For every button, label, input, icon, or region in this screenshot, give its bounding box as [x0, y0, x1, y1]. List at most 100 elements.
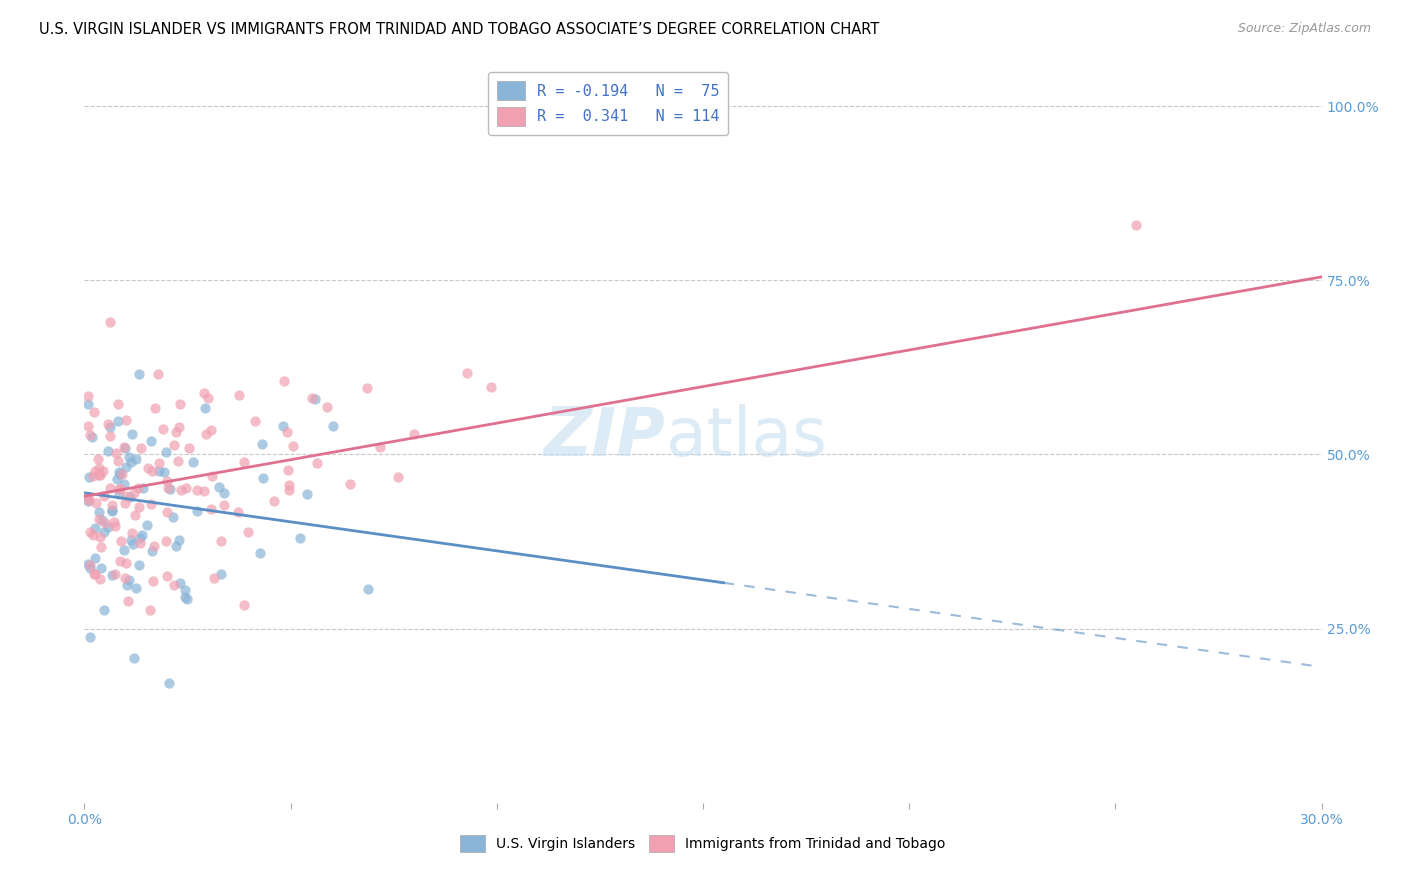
Point [322, 419, 344, 434]
Point [120, 455, 142, 469]
Point [110, 483, 132, 497]
Point [83, 567, 105, 582]
Point [108, 486, 131, 500]
Point [98, 481, 121, 495]
Point [186, 504, 208, 518]
Point [79, 524, 101, 539]
Point [112, 542, 135, 557]
Point [83, 405, 105, 419]
Point [83, 550, 105, 565]
Point [79, 558, 101, 572]
Point [107, 414, 129, 428]
Point [170, 483, 193, 497]
Point [100, 498, 122, 512]
Point [141, 544, 163, 558]
Point [252, 471, 274, 485]
Point [83, 464, 105, 478]
Point [118, 450, 141, 465]
Point [128, 535, 150, 549]
Point [93, 524, 115, 539]
Point [107, 454, 129, 468]
Point [163, 437, 186, 451]
Point [128, 500, 150, 515]
Point [214, 485, 236, 500]
Point [79, 630, 101, 644]
Point [368, 440, 391, 454]
Point [139, 434, 162, 448]
Point [84, 521, 107, 535]
Point [107, 466, 129, 480]
Point [94, 516, 117, 531]
Point [193, 385, 215, 400]
Point [212, 498, 235, 512]
Point [301, 392, 323, 406]
Point [179, 441, 201, 455]
Point [228, 388, 250, 402]
Point [138, 603, 160, 617]
Point [142, 574, 165, 589]
Point [89, 530, 111, 544]
Point [91, 513, 114, 527]
Point [105, 472, 128, 486]
Point [155, 505, 177, 519]
Point [117, 489, 139, 503]
Point [118, 573, 141, 587]
Point [153, 465, 176, 479]
Point [167, 454, 190, 468]
Legend: U.S. Virgin Islanders, Immigrants from Trinidad and Tobago: U.S. Virgin Islanders, Immigrants from T… [454, 829, 952, 858]
Point [77, 494, 100, 508]
Point [89, 505, 111, 519]
Point [98, 315, 121, 329]
Point [278, 478, 301, 492]
Point [104, 566, 127, 581]
Point [278, 483, 301, 497]
Point [127, 481, 149, 495]
Point [125, 451, 148, 466]
Point [263, 494, 285, 508]
Point [305, 456, 328, 470]
Point [91, 464, 114, 478]
Point [155, 444, 177, 458]
Point [114, 571, 136, 585]
Point [77, 557, 100, 571]
Point [156, 568, 179, 582]
Point [110, 534, 132, 549]
Point [83, 567, 105, 582]
Point [276, 425, 298, 440]
Point [167, 533, 190, 548]
Text: Source: ZipAtlas.com: Source: ZipAtlas.com [1237, 22, 1371, 36]
Point [107, 397, 129, 411]
Point [165, 425, 187, 439]
Text: atlas: atlas [666, 404, 827, 470]
Point [131, 527, 153, 541]
Point [136, 461, 159, 475]
Point [90, 540, 112, 554]
Point [152, 422, 174, 436]
Point [169, 397, 191, 411]
Point [118, 490, 141, 504]
Point [121, 426, 143, 441]
Point [186, 483, 208, 497]
Point [97, 520, 120, 534]
Point [93, 489, 115, 503]
Point [100, 503, 122, 517]
Point [114, 442, 136, 456]
Point [115, 556, 138, 570]
Point [176, 592, 198, 607]
Point [128, 558, 150, 573]
Point [288, 532, 311, 546]
Point [108, 482, 131, 496]
Point [121, 526, 143, 541]
Point [79, 561, 101, 575]
Point [243, 414, 266, 428]
Point [295, 487, 318, 501]
Point [356, 382, 378, 396]
Point [277, 463, 299, 477]
Point [202, 571, 225, 585]
Point [194, 427, 217, 442]
Point [101, 504, 124, 518]
Point [479, 380, 502, 394]
Point [197, 391, 219, 405]
Point [82, 469, 104, 483]
Point [271, 418, 294, 433]
